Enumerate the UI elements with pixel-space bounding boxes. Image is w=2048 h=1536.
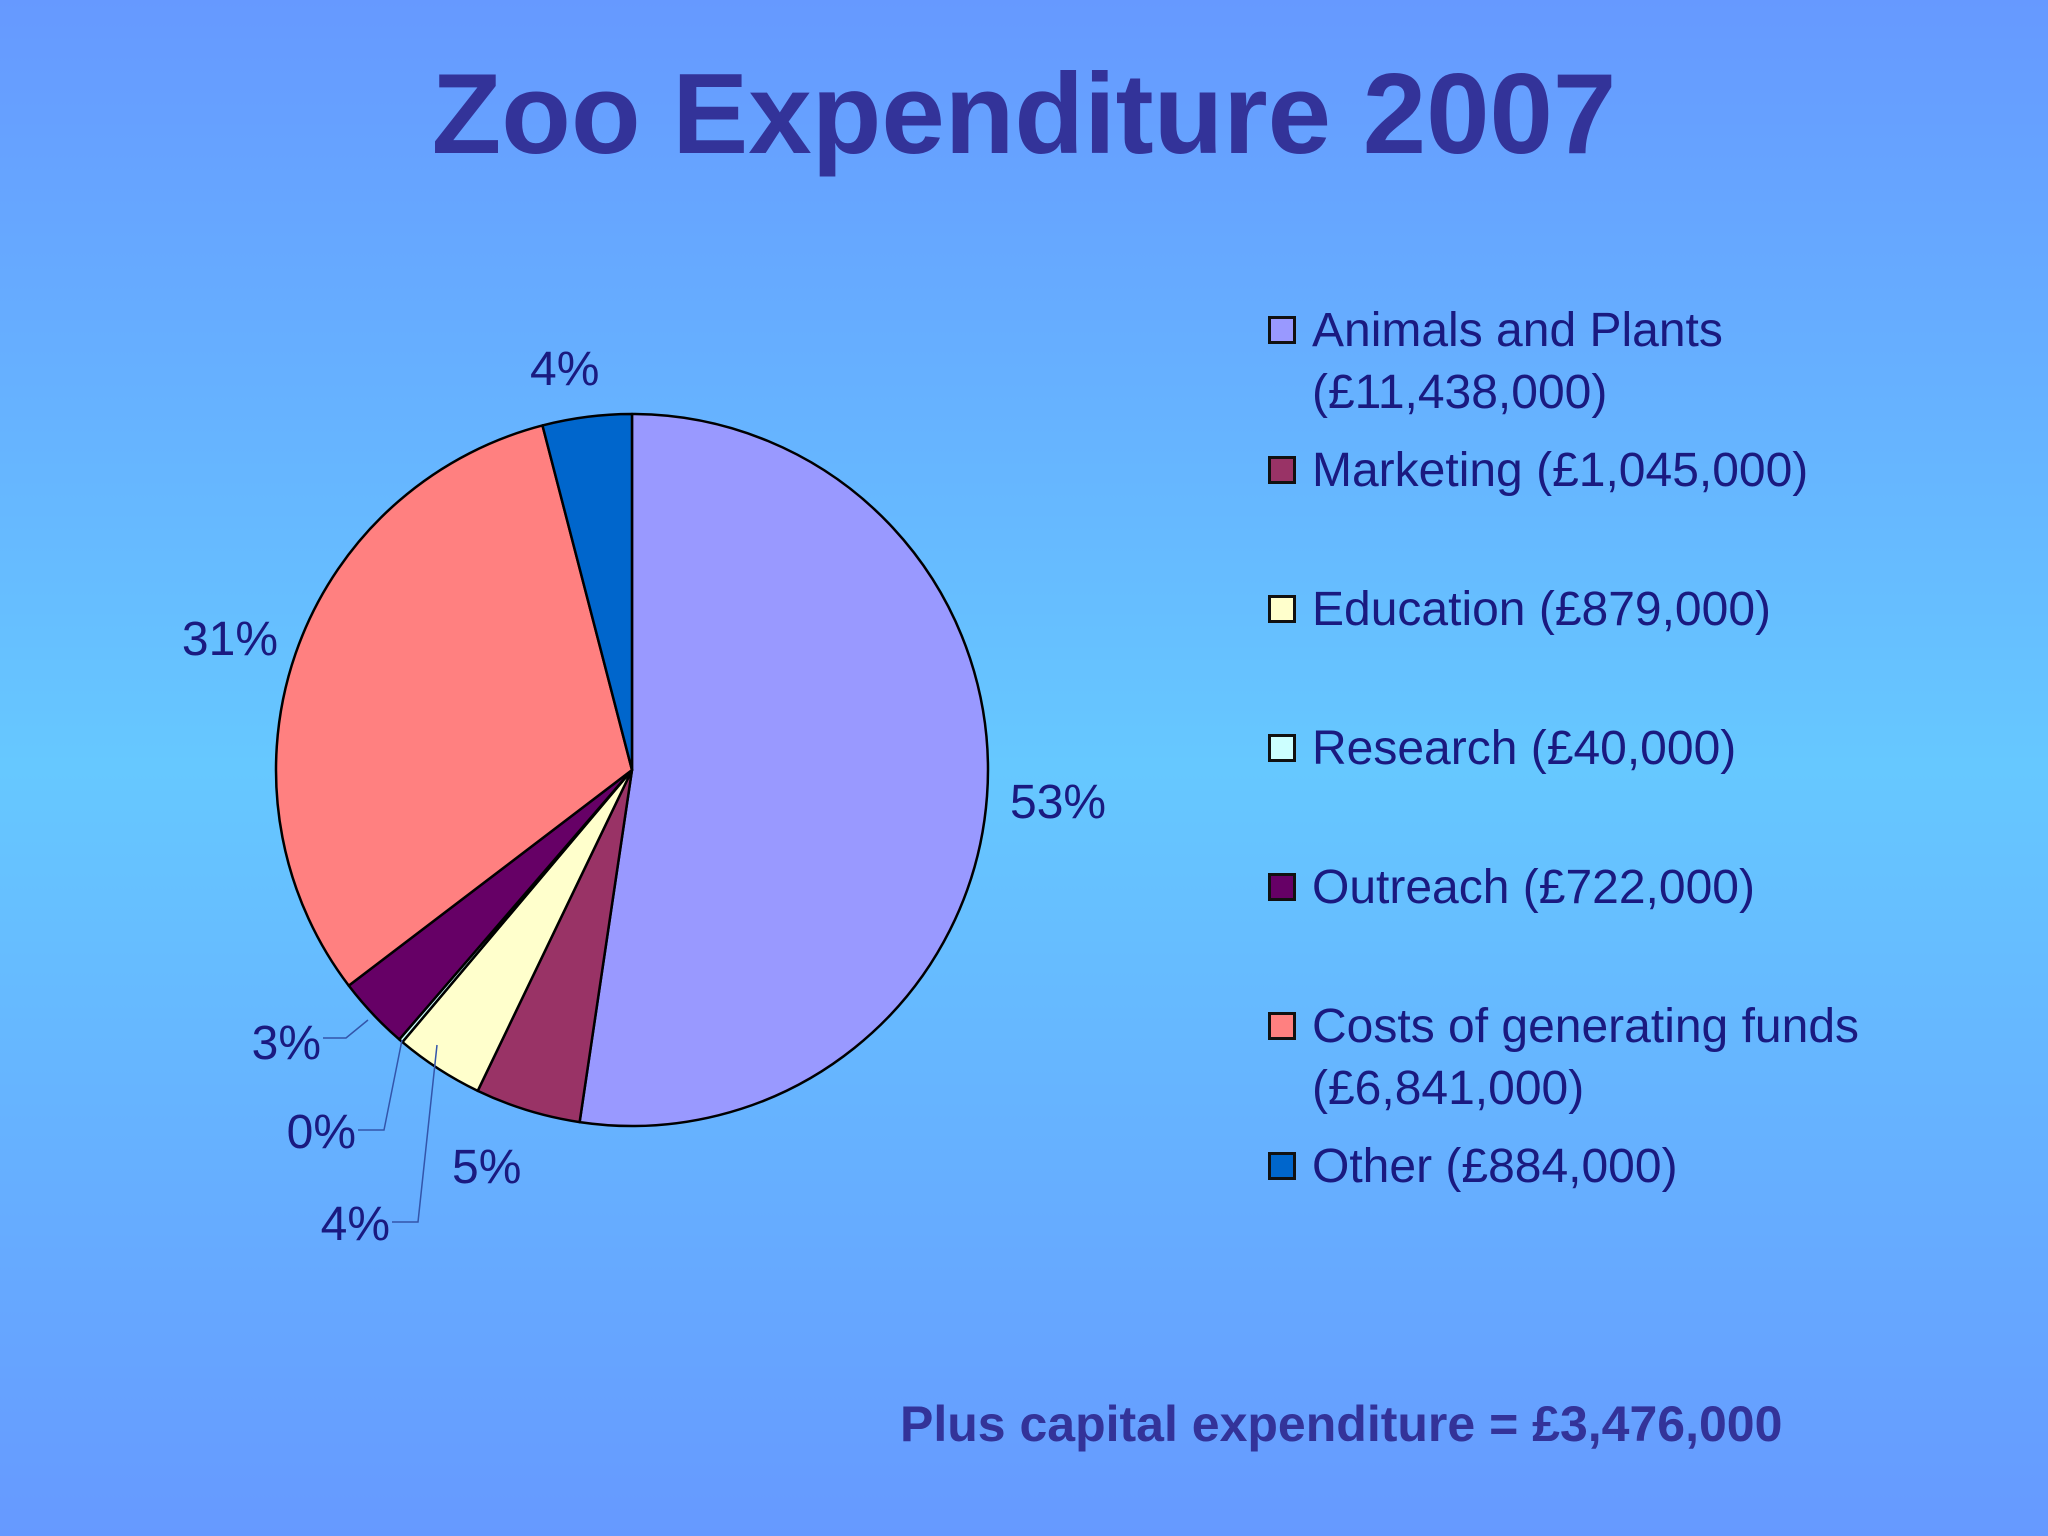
leader-line bbox=[358, 1039, 403, 1131]
percent-label: 4% bbox=[321, 1198, 390, 1251]
leader-lines bbox=[323, 1019, 438, 1223]
percent-label: 53% bbox=[1010, 776, 1106, 829]
chart-legend: Animals and Plants (£11,438,000) Marketin… bbox=[1268, 0, 2008, 1536]
legend-item: Animals and Plants (£11,438,000) bbox=[1268, 300, 1723, 424]
percent-label: 5% bbox=[452, 1141, 521, 1194]
legend-label: Marketing (£1,045,000) bbox=[1312, 444, 1809, 497]
chart-title: Zoo Expenditure 2007 bbox=[431, 51, 1617, 178]
legend-label: Animals and Plants (£11,438,000) bbox=[1312, 304, 1723, 419]
pie-slices bbox=[274, 412, 990, 1128]
pie-slice-animals-and-plants bbox=[578, 412, 990, 1128]
capital-expenditure-note: Plus capital expenditure = £3,476,000 bbox=[900, 1396, 1783, 1452]
percent-labels: 53% 5% 4% 0% 3% 31% 4% bbox=[182, 343, 1106, 1251]
legend-swatch bbox=[1268, 595, 1296, 623]
legend-swatch bbox=[1268, 734, 1296, 762]
leader-line bbox=[392, 1044, 438, 1223]
legend-swatch bbox=[1268, 873, 1296, 901]
legend-swatch bbox=[1268, 1152, 1296, 1180]
legend-label: Education (£879,000) bbox=[1312, 583, 1771, 636]
legend-label: Costs of generating funds (£6,841,000) bbox=[1312, 1000, 1860, 1115]
legend-item: Education (£879,000) bbox=[1268, 579, 1771, 641]
legend-label: Outreach (£722,000) bbox=[1312, 861, 1755, 914]
legend-label: Research (£40,000) bbox=[1312, 722, 1737, 775]
legend-label: Other (£884,000) bbox=[1312, 1140, 1678, 1193]
percent-label: 0% bbox=[287, 1106, 356, 1159]
legend-item: Marketing (£1,045,000) bbox=[1268, 440, 1808, 502]
leader-line bbox=[323, 1019, 369, 1039]
percent-label: 31% bbox=[182, 613, 278, 666]
legend-swatch bbox=[1268, 316, 1296, 344]
legend-item: Research (£40,000) bbox=[1268, 718, 1736, 780]
percent-label: 3% bbox=[252, 1017, 321, 1070]
legend-swatch bbox=[1268, 1012, 1296, 1040]
legend-swatch bbox=[1268, 456, 1296, 484]
legend-item: Other (£884,000) bbox=[1268, 1136, 1678, 1198]
legend-item: Costs of generating funds (£6,841,000) bbox=[1268, 996, 1859, 1120]
pie-slice-costs-of-generating-funds bbox=[274, 424, 634, 987]
pie-slice-other bbox=[541, 412, 634, 772]
legend-item: Outreach (£722,000) bbox=[1268, 857, 1755, 919]
percent-label: 4% bbox=[530, 343, 599, 396]
